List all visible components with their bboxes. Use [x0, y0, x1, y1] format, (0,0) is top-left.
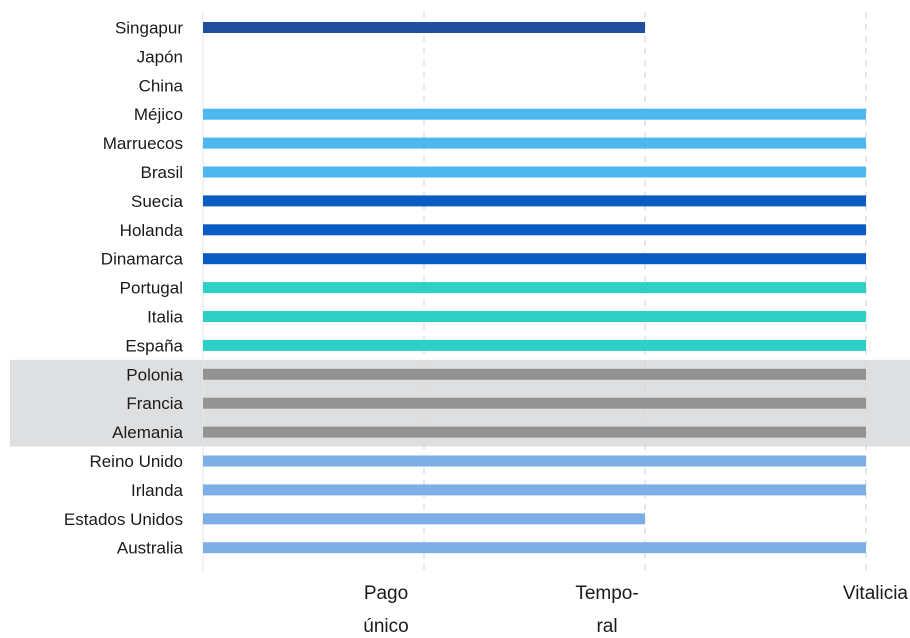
category-label: Portugal — [120, 279, 183, 298]
bar-francia — [203, 397, 866, 409]
category-label: China — [139, 76, 184, 95]
bar-holanda — [203, 224, 866, 236]
category-label: Japón — [137, 47, 183, 66]
bar-singapur — [203, 22, 645, 33]
category-label: Marruecos — [103, 134, 183, 153]
bar-marruecos — [203, 137, 866, 149]
category-label: Brasil — [140, 163, 183, 182]
bar-italia — [203, 311, 866, 322]
category-label: Polonia — [126, 365, 183, 384]
bar-espana — [203, 339, 866, 351]
bar-estados-unidos — [203, 513, 645, 525]
x-tick-label: Pago único — [363, 583, 408, 637]
category-label: Italia — [147, 308, 183, 327]
bar-mejico — [203, 108, 866, 120]
category-label: Holanda — [120, 221, 184, 240]
bar-portugal — [203, 282, 866, 294]
x-tick-labels: Pago único Tempo-ral Vitalicia — [363, 583, 908, 637]
bar-layer — [203, 22, 866, 554]
bar-suecia — [203, 195, 866, 207]
bar-australia — [203, 542, 866, 554]
category-label: Suecia — [131, 192, 184, 211]
bar-irlanda — [203, 484, 866, 496]
bar-brasil — [203, 166, 866, 178]
category-label: Méjico — [134, 105, 183, 124]
category-label: España — [125, 336, 183, 355]
category-label: Estados Unidos — [64, 510, 183, 529]
category-label: Francia — [126, 394, 183, 413]
x-tick-label: Vitalicia — [843, 583, 909, 604]
category-label: Irlanda — [131, 481, 184, 500]
bar-reino-unido — [203, 455, 866, 467]
category-label: Reino Unido — [89, 452, 183, 471]
category-label: Australia — [117, 539, 184, 558]
bar-polonia — [203, 368, 866, 380]
bar-dinamarca — [203, 253, 866, 265]
category-label: Dinamarca — [101, 250, 184, 269]
category-labels: Singapur Japón China Méjico Marruecos Brasil S… — [64, 19, 184, 558]
category-label: Alemania — [112, 423, 183, 442]
bar-alemania — [203, 426, 866, 438]
category-label: Singapur — [115, 19, 183, 38]
x-tick-label: Tempo-ral — [575, 583, 638, 637]
